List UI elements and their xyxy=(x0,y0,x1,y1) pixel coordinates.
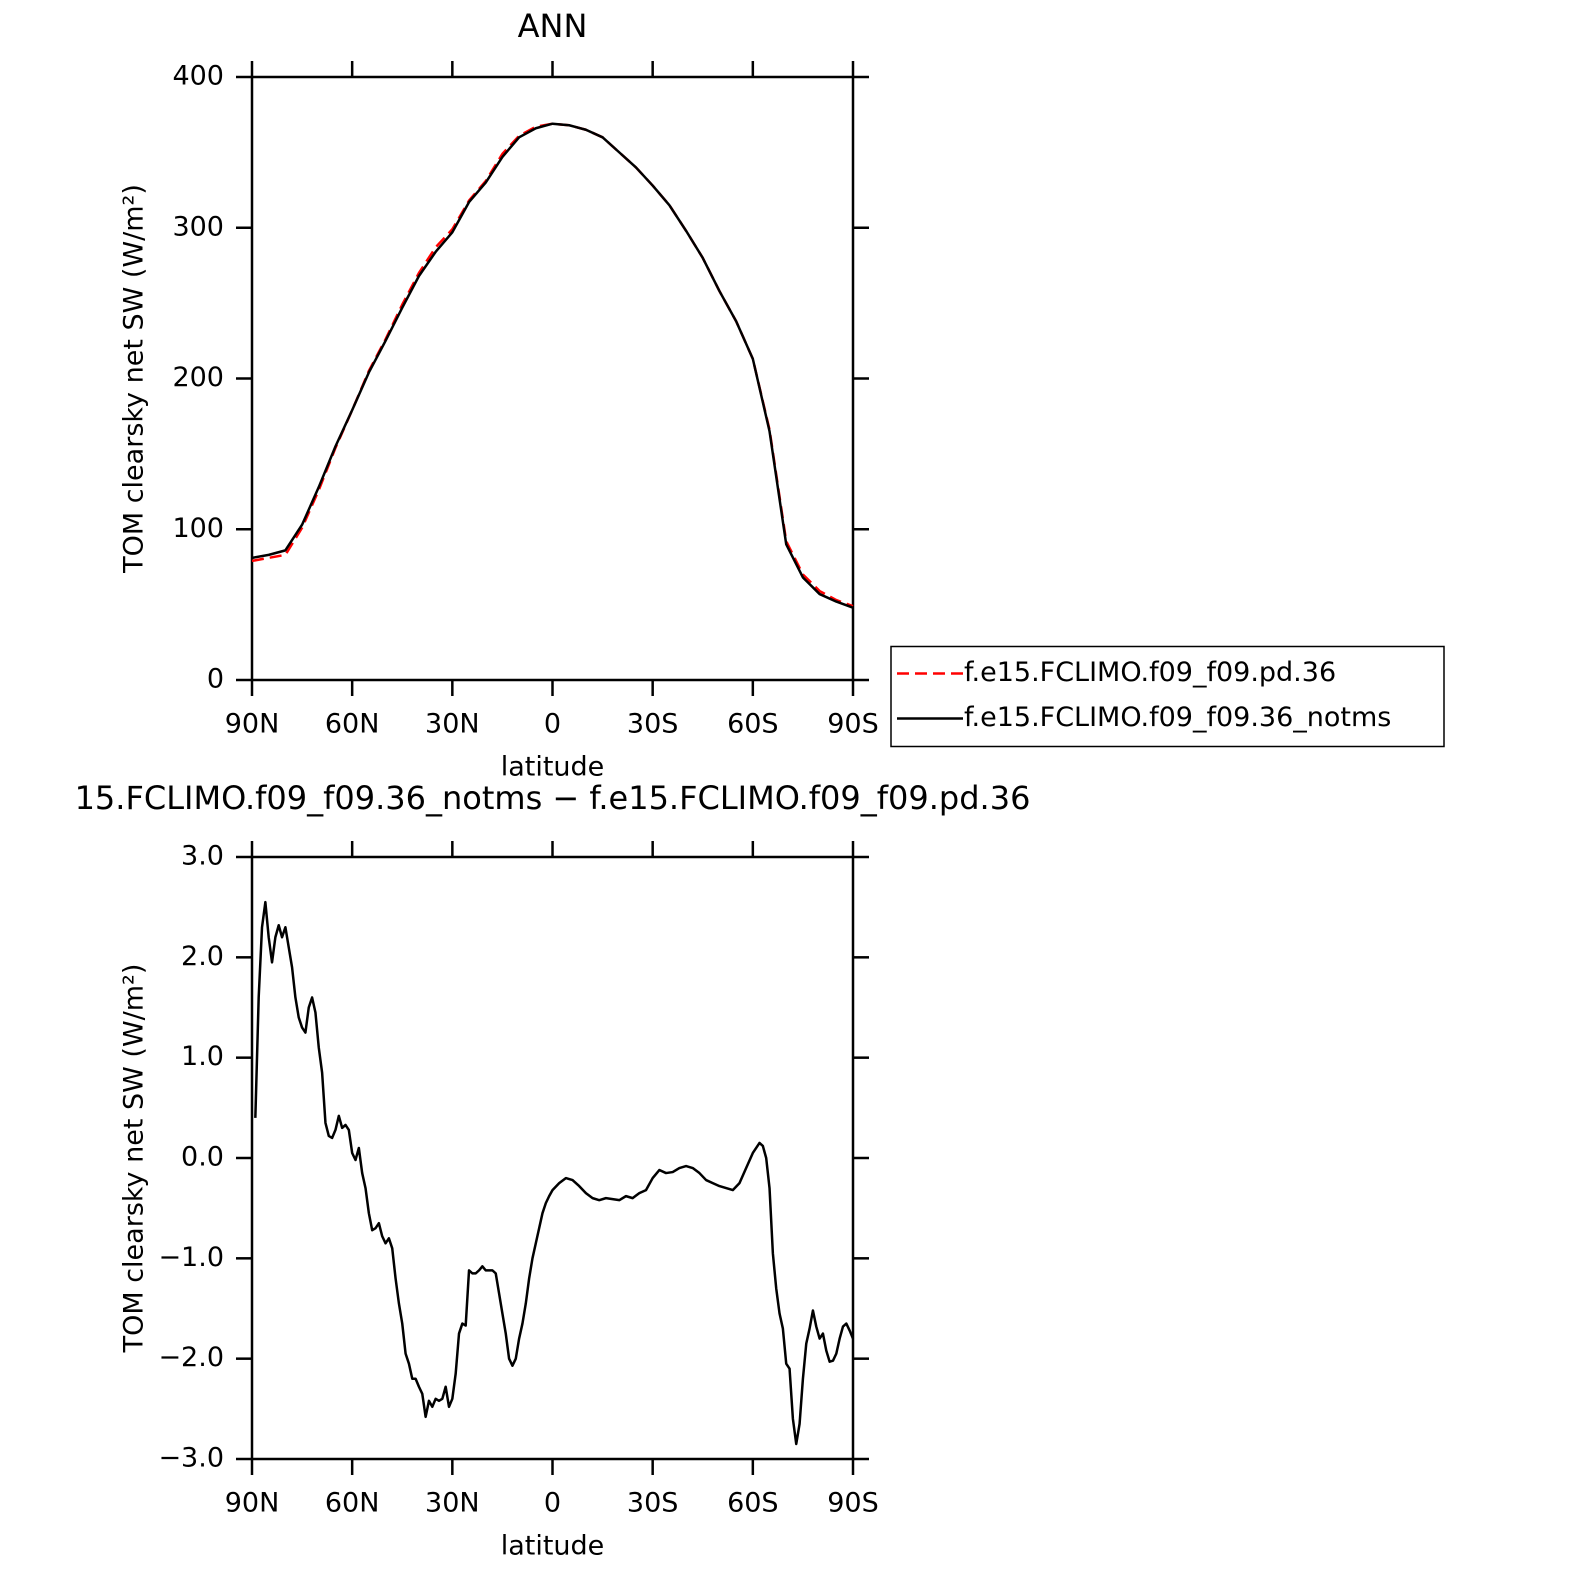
legend-label: f.e15.FCLIMO.f09_f09.pd.36 xyxy=(964,657,1336,688)
y-tick-label: −3.0 xyxy=(158,1443,224,1474)
plot-frame xyxy=(250,855,855,1461)
x-tick-label: 60N xyxy=(325,1488,380,1519)
x-axis-label: latitude xyxy=(501,1531,605,1562)
x-tick-label: 60N xyxy=(325,709,380,740)
chart-title: 15.FCLIMO.f09_f09.36_notms − f.e15.FCLIM… xyxy=(75,779,1031,817)
x-tick-label: 30S xyxy=(627,1488,679,1519)
legend-box xyxy=(890,645,1445,748)
y-tick-label: 300 xyxy=(172,211,224,242)
legend-label: f.e15.FCLIMO.f09_f09.36_notms xyxy=(964,702,1391,733)
y-tick-label: 200 xyxy=(172,362,224,393)
y-axis-label: TOM clearsky net SW (W/m²) xyxy=(119,964,150,1354)
x-tick-label: 30S xyxy=(627,709,679,740)
x-tick-label: 30N xyxy=(425,1488,480,1519)
data-line xyxy=(251,122,854,608)
y-tick-label: 400 xyxy=(172,61,224,92)
x-tick-label: 30N xyxy=(425,709,480,740)
x-tick-label: 90N xyxy=(225,709,280,740)
x-axis-label: latitude xyxy=(501,752,605,783)
y-tick-label: 1.0 xyxy=(181,1041,224,1072)
x-tick-label: 90S xyxy=(827,709,879,740)
x-tick-label: 60S xyxy=(727,1488,779,1519)
x-tick-label: 0 xyxy=(544,1488,561,1519)
y-tick-label: 0 xyxy=(207,664,224,695)
plot-frame xyxy=(250,75,855,682)
x-tick-label: 60S xyxy=(727,709,779,740)
y-tick-label: 2.0 xyxy=(181,941,224,972)
y-tick-label: −1.0 xyxy=(158,1242,224,1273)
x-tick-label: 90N xyxy=(225,1488,280,1519)
data-line xyxy=(254,900,855,1446)
y-tick-label: −2.0 xyxy=(158,1342,224,1373)
chart-title: ANN xyxy=(518,7,588,45)
y-tick-label: 3.0 xyxy=(181,841,224,872)
y-axis-label: TOM clearsky net SW (W/m²) xyxy=(119,184,150,574)
data-line xyxy=(251,122,854,609)
y-tick-label: 100 xyxy=(172,513,224,544)
y-tick-label: 0.0 xyxy=(181,1142,224,1173)
x-tick-label: 90S xyxy=(827,1488,879,1519)
x-tick-label: 0 xyxy=(544,709,561,740)
